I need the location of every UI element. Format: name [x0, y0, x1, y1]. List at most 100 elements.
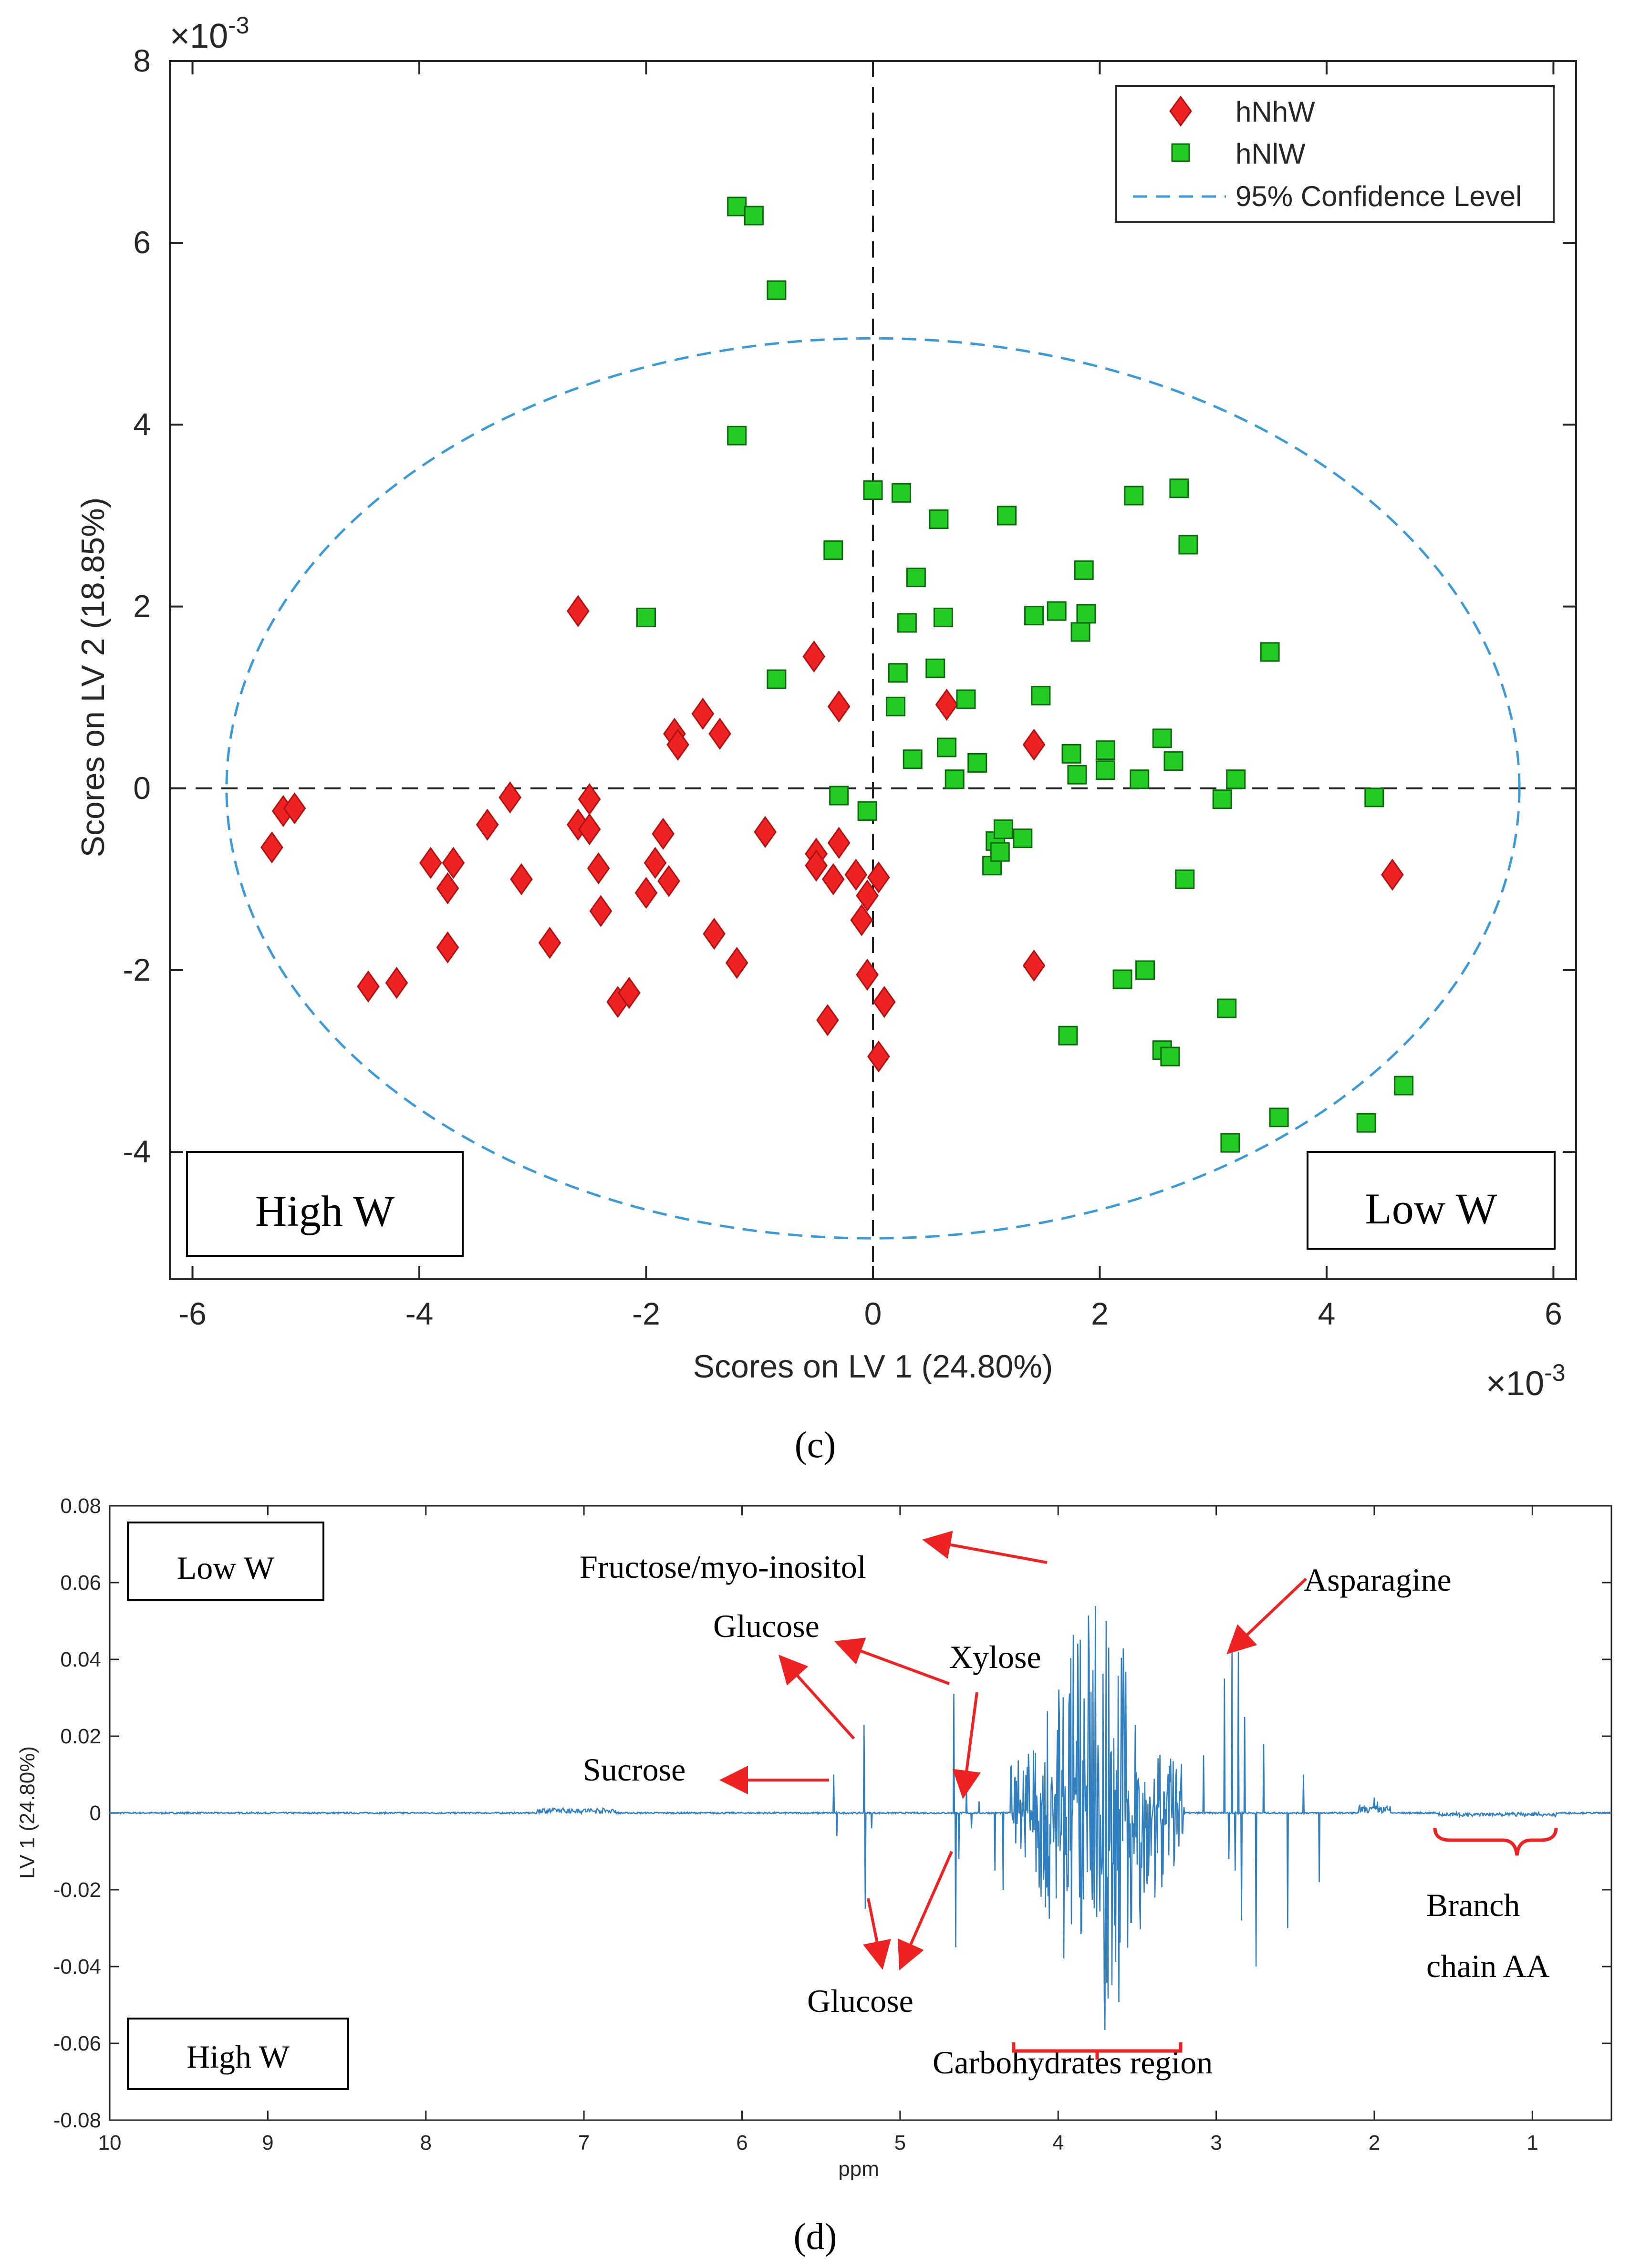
point-hnhw	[708, 717, 731, 750]
panel-c-x-tick-label: 0	[864, 1296, 882, 1331]
panel-d-y-tick-label: 0.02	[60, 1725, 101, 1748]
legend-square-marker	[1171, 143, 1190, 162]
panel-c-y-tick-label: 4	[133, 406, 151, 442]
panel-d-x-tick-label: 2	[1369, 2131, 1380, 2154]
arrow-glucose-2	[834, 1637, 950, 1685]
point-hnlw	[1013, 828, 1033, 849]
annotation-xylose: Xylose	[949, 1639, 1041, 1675]
point-hnlw	[967, 753, 987, 773]
panel-d-x-tick-label: 3	[1210, 2131, 1222, 2154]
point-hnhw	[476, 808, 499, 841]
point-hnhw	[1022, 728, 1046, 761]
point-hnlw	[1269, 1108, 1289, 1128]
point-hnhw	[260, 831, 283, 864]
panel-c-y-tick-label: 2	[133, 589, 151, 624]
panel-d-y-tick-label: 0.06	[60, 1571, 101, 1595]
point-hnlw	[1260, 642, 1280, 662]
point-hnhw	[657, 865, 680, 897]
point-hnhw	[754, 816, 777, 848]
point-hnlw	[767, 669, 787, 689]
point-hnhw	[821, 863, 845, 895]
high-w-box	[186, 1151, 464, 1257]
point-hnhw	[856, 880, 879, 912]
point-hnlw	[937, 737, 957, 757]
panel-d-y-tick-label: 0	[90, 1802, 101, 1825]
panel-d-caption: (d)	[794, 2216, 837, 2257]
point-hnhw	[436, 931, 459, 963]
panel-c-x-tick-label: -6	[178, 1296, 207, 1331]
point-hnlw	[1112, 969, 1132, 989]
panel-c-x-tick-label: 4	[1318, 1296, 1336, 1331]
point-hnhw	[618, 977, 641, 1009]
point-hnlw	[1212, 789, 1232, 809]
point-hnlw	[1024, 606, 1044, 626]
legend-diamond-marker	[1169, 95, 1192, 127]
panel-c-y-tick-label: 8	[133, 43, 151, 78]
point-hnlw	[897, 613, 917, 633]
panel-c-legend: hNhW hNlW 95% Confidence Level	[1115, 85, 1555, 223]
point-hnlw	[1152, 728, 1172, 748]
annotation-glucose-top: Glucose	[713, 1608, 820, 1644]
point-hnlw	[1058, 1025, 1078, 1046]
annotation-sucrose: Sucrose	[583, 1751, 685, 1788]
point-hnlw	[1220, 1133, 1240, 1153]
point-hnhw	[436, 872, 459, 905]
panel-d-x-tick-label: 8	[420, 2131, 431, 2154]
point-hnhw	[578, 813, 601, 846]
low-w-box	[1307, 1151, 1556, 1250]
arrow-glucose-1	[778, 1655, 855, 1740]
panel-c-y-tick-label: -2	[123, 952, 151, 987]
point-hnlw	[1074, 560, 1094, 580]
point-hnhw	[816, 1004, 839, 1036]
point-hnlw	[956, 689, 976, 709]
panel-d-x-tick-label: 1	[1526, 2131, 1538, 2154]
point-hnlw	[1067, 765, 1087, 785]
point-hnlw	[1356, 1113, 1376, 1133]
point-hnhw	[725, 947, 748, 979]
panel-d-y-tick-label: -0.04	[53, 1955, 101, 1978]
point-hnlw	[906, 568, 926, 588]
high-w-box-label: High W	[255, 1187, 395, 1235]
panel-c-x-tick-label: -2	[632, 1296, 660, 1331]
arrow-asparagine	[1226, 1577, 1308, 1655]
point-hnhw	[652, 818, 675, 850]
panel-d-x-tick-label: 5	[894, 2131, 906, 2154]
annotation-fructose: Fructose/myo-inositol	[580, 1549, 866, 1585]
point-hnlw	[997, 506, 1017, 526]
point-hnlw	[1135, 960, 1155, 980]
point-hnlw	[1076, 604, 1096, 624]
point-hnlw	[945, 769, 965, 789]
panel-d-ticks: 10 9 8 7 6 5 4 3 2 1 0.08 0.06 0.04 0.02 0 -0.02 -0.04 -0…	[53, 1494, 1611, 2154]
legend-label-hnhw: hNhW	[1235, 96, 1315, 128]
point-hnlw	[863, 480, 883, 500]
panel-d-xlabel: ppm	[838, 2157, 879, 2181]
panel-c-caption: (c)	[795, 1424, 836, 1465]
point-hnhw	[802, 640, 826, 673]
panel-d-x-tick-label: 6	[736, 2131, 748, 2154]
panel-d-y-tick-label: 0.08	[60, 1494, 101, 1518]
point-hnlw	[1095, 740, 1115, 760]
panel-c-y-tick-label: 6	[133, 225, 151, 260]
point-hnlw	[1031, 685, 1051, 705]
point-hnhw	[589, 895, 613, 927]
annotation-arrows	[719, 1531, 1308, 1970]
panel-c-y-tick-label: 0	[133, 770, 151, 806]
point-hnhw	[634, 877, 658, 909]
point-hnhw	[357, 970, 380, 1003]
point-hnlw	[1394, 1076, 1414, 1096]
point-hnhw	[1381, 859, 1404, 891]
point-hnlw	[888, 663, 908, 683]
panel-d-y-tick-label: -0.02	[53, 1878, 101, 1902]
low-w-box-d	[127, 1522, 324, 1601]
point-hnhw	[867, 861, 890, 894]
point-hnhw	[644, 847, 667, 879]
panel-d-y-tick-label: -0.08	[53, 2109, 101, 2132]
point-hnhw	[805, 849, 828, 882]
legend-label-confidence: 95% Confidence Level	[1235, 180, 1522, 212]
panel-c-ylabel: Scores on LV 2 (18.85%)	[75, 497, 111, 858]
panel-c-xlabel: Scores on LV 1 (24.80%)	[693, 1348, 1053, 1385]
arrow-fructose	[922, 1531, 1048, 1564]
arrow-xylose	[952, 1692, 981, 1799]
panel-c-y-tick-label: -4	[123, 1134, 151, 1169]
point-hnhw	[827, 690, 851, 723]
